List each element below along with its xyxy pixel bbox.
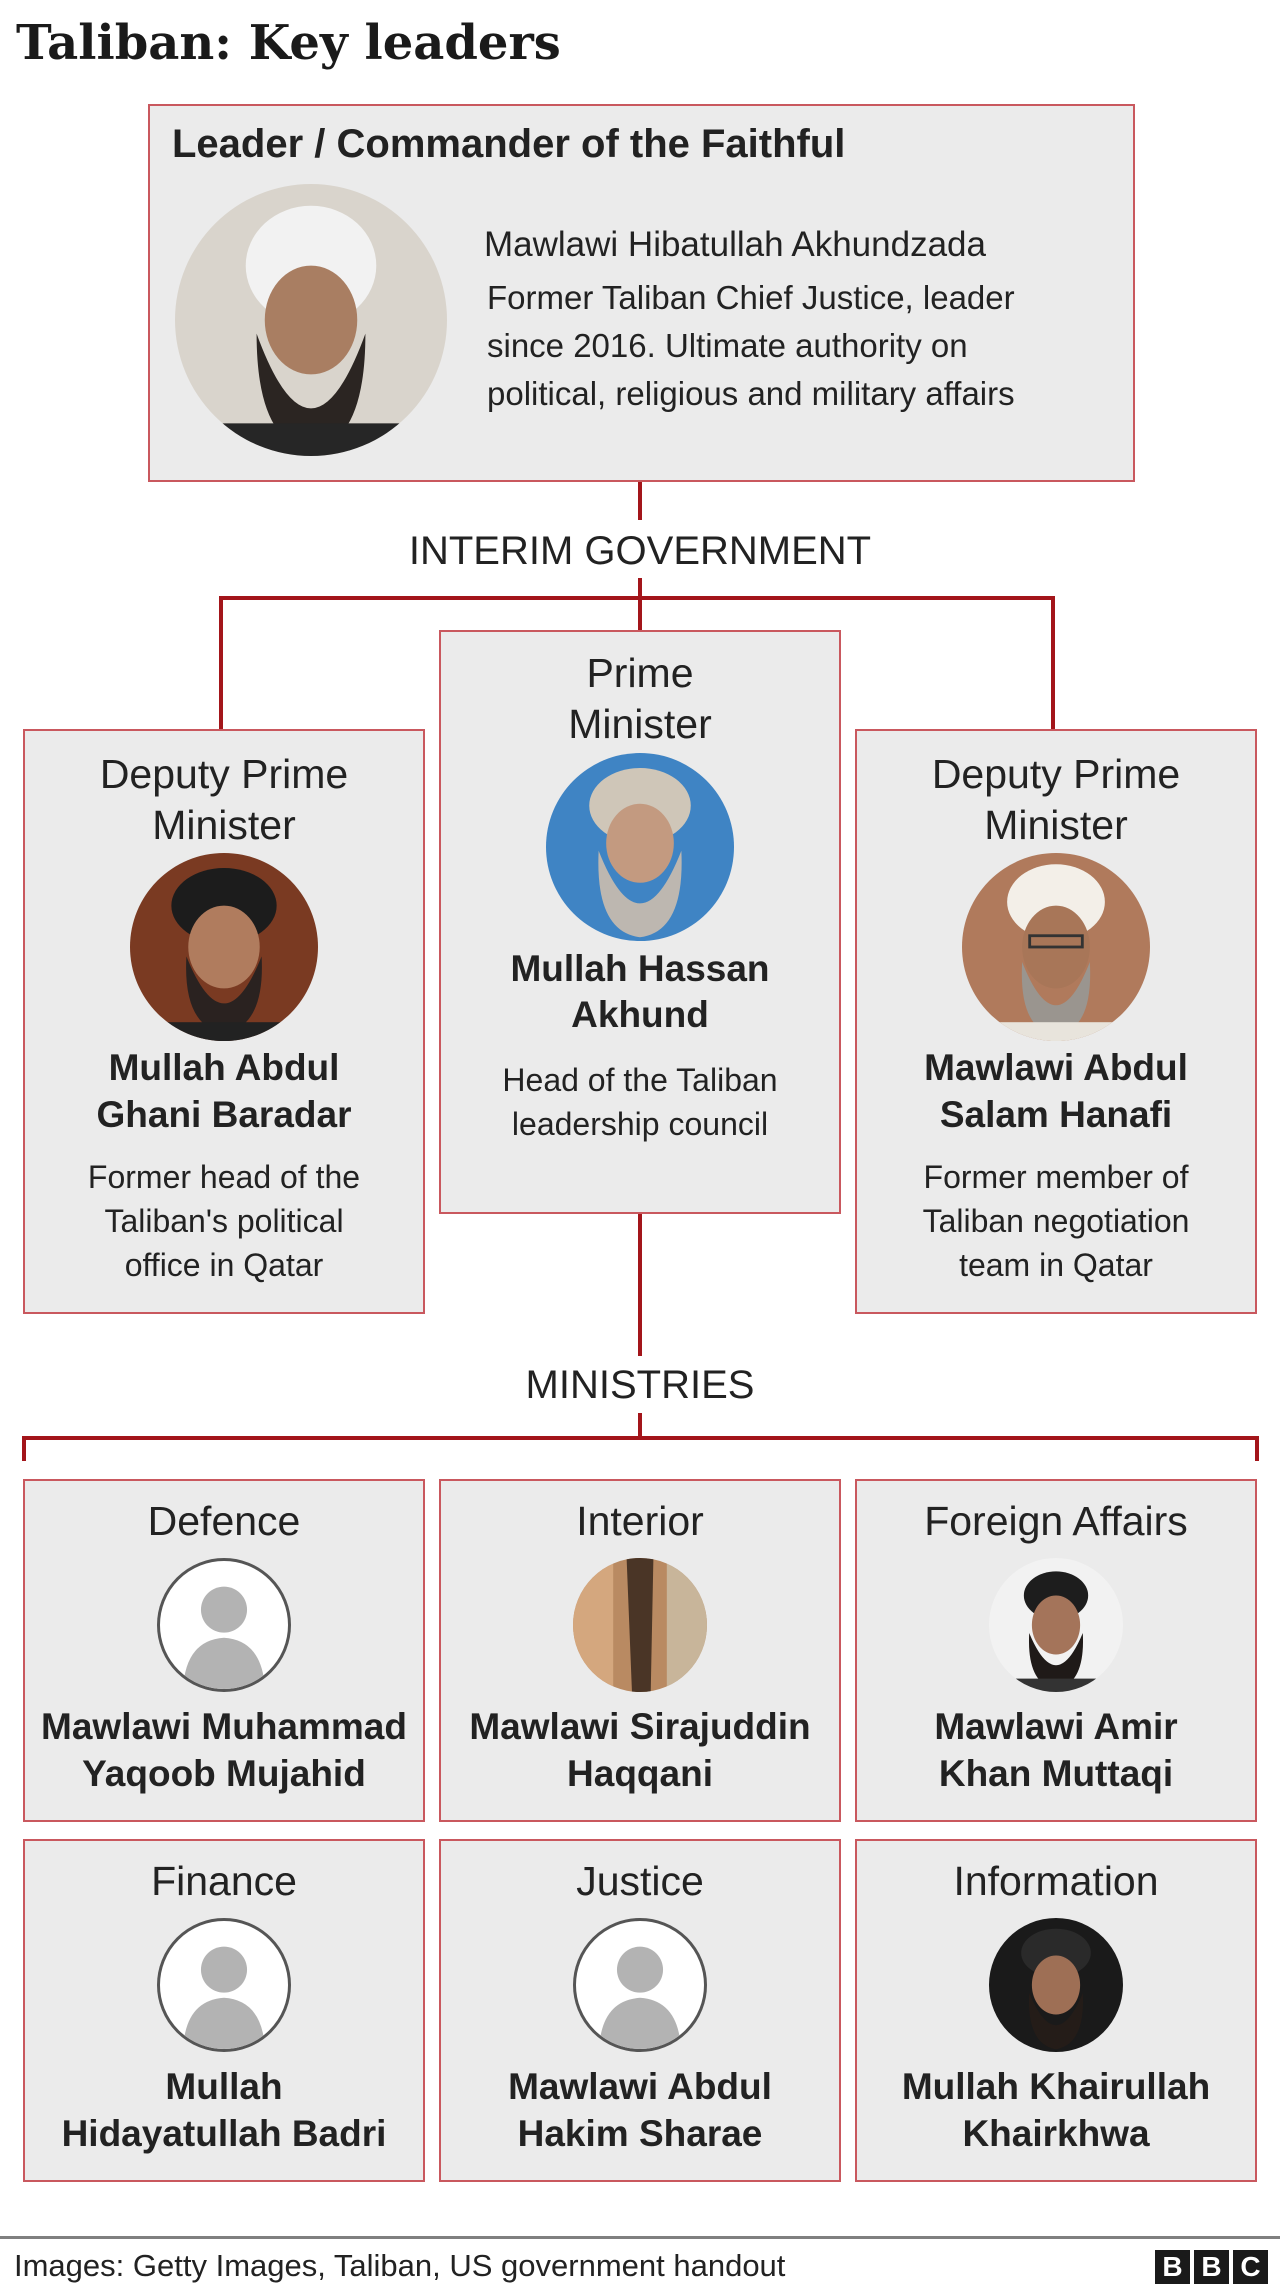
- prime-minister-box: Prime Minister Mullah Hassan Akhund Head o…: [439, 630, 841, 1214]
- ministry-title: Defence: [147, 1498, 301, 1544]
- person-name: Mawlawi Abdul Salam Hanafi: [857, 1044, 1255, 1138]
- page-title: Taliban: Key leaders: [16, 15, 561, 71]
- connector-line: [638, 1214, 642, 1356]
- role-line: Deputy Prime: [99, 751, 349, 797]
- name-line: Hakim Sharae: [517, 2113, 763, 2154]
- name-line: Mawlawi Muhammad: [41, 1706, 407, 1747]
- role-title: Deputy Prime Minister: [857, 749, 1255, 851]
- bbc-logo-letter: C: [1233, 2250, 1268, 2284]
- role-line: Prime: [586, 650, 694, 696]
- ministry-title: Interior: [576, 1498, 704, 1544]
- name-line: Mullah Hassan: [510, 948, 770, 989]
- ministry-title: Foreign Affairs: [924, 1498, 1188, 1544]
- name-line: Mawlawi Sirajuddin: [469, 1706, 811, 1747]
- person-name: Mawlawi Abdul Hakim Sharae: [441, 2063, 839, 2157]
- silhouette-placeholder-icon: [157, 1558, 291, 1692]
- desc-line: Former head of the: [87, 1159, 361, 1195]
- deputy-pm-baradar-box: Deputy Prime Minister Mullah Abdul Ghani B…: [23, 729, 425, 1314]
- ministry-title: Information: [953, 1858, 1159, 1904]
- role-title: Prime Minister: [441, 648, 839, 750]
- image-credit: Images: Getty Images, Taliban, US govern…: [14, 2248, 786, 2283]
- name-line: Mawlawi Amir: [934, 1706, 1178, 1747]
- name-line: Mullah Khairullah: [901, 2066, 1211, 2107]
- hassan-akhund-photo: [546, 753, 734, 941]
- hanafi-photo: [962, 853, 1150, 1041]
- name-line: Mullah Abdul: [108, 1047, 340, 1088]
- ministry-title: Justice: [576, 1858, 704, 1904]
- leader-name: Mawlawi Hibatullah Akhundzada: [484, 225, 986, 264]
- leader-desc-line: Former Taliban Chief Justice, leader: [487, 279, 1015, 316]
- leader-desc-line: since 2016. Ultimate authority on: [487, 327, 968, 364]
- person-name: Mawlawi Amir Khan Muttaqi: [857, 1703, 1255, 1797]
- desc-line: Former member of: [923, 1159, 1189, 1195]
- bbc-logo-letter: B: [1194, 2250, 1229, 2284]
- leader-heading: Leader / Commander of the Faithful: [172, 122, 846, 166]
- name-line: Mawlawi Abdul: [924, 1047, 1188, 1088]
- bbc-logo: B B C: [1155, 2250, 1268, 2284]
- person-description: Head of the Taliban leadership council: [441, 1058, 839, 1146]
- ministries-label: MINISTRIES: [525, 1363, 755, 1407]
- khairkhwa-photo: [989, 1918, 1123, 2052]
- baradar-photo: [130, 853, 318, 1041]
- person-description: Former member of Taliban negotiation team …: [857, 1155, 1255, 1287]
- desc-line: office in Qatar: [124, 1247, 324, 1283]
- leader-box: Leader / Commander of the Faithful Mawla…: [148, 104, 1135, 482]
- name-line: Ghani Baradar: [96, 1094, 352, 1135]
- name-line: Salam Hanafi: [939, 1094, 1173, 1135]
- connector-line: [1051, 596, 1055, 729]
- ministry-justice-box: Justice Mawlawi Abdul Hakim Sharae: [439, 1839, 841, 2182]
- name-line: Akhund: [571, 994, 709, 1035]
- person-description: Former head of the Taliban's political off…: [25, 1155, 423, 1287]
- leader-desc-line: political, religious and military affair…: [487, 375, 1015, 412]
- connector-line: [219, 596, 223, 729]
- role-title: Deputy Prime Minister: [25, 749, 423, 851]
- person-name: Mawlawi Sirajuddin Haqqani: [441, 1703, 839, 1797]
- person-name: Mullah Khairullah Khairkhwa: [857, 2063, 1255, 2157]
- ministry-information-box: Information Mullah Khairullah Khairkhwa: [855, 1839, 1257, 2182]
- role-line: Minister: [984, 802, 1128, 848]
- connector-line: [1255, 1436, 1259, 1461]
- connector-line: [22, 1436, 1259, 1440]
- footer-divider: [0, 2236, 1280, 2239]
- connector-line: [638, 578, 642, 630]
- desc-line: team in Qatar: [959, 1247, 1153, 1283]
- bbc-logo-letter: B: [1155, 2250, 1190, 2284]
- role-line: Deputy Prime: [931, 751, 1181, 797]
- deputy-pm-hanafi-box: Deputy Prime Minister Mawlawi Abdul Salam …: [855, 729, 1257, 1314]
- name-line: Khairkhwa: [962, 2113, 1150, 2154]
- leader-photo: [175, 184, 447, 456]
- name-line: Yaqoob Mujahid: [82, 1753, 366, 1794]
- connector-line: [22, 1436, 26, 1461]
- silhouette-placeholder-icon: [573, 1918, 707, 2052]
- ministry-foreign-affairs-box: Foreign Affairs Mawlawi Amir Khan Muttaqi: [855, 1479, 1257, 1822]
- name-line: Khan Muttaqi: [938, 1753, 1174, 1794]
- name-line: Hidayatullah Badri: [61, 2113, 387, 2154]
- leader-description: Former Taliban Chief Justice, leader sin…: [487, 274, 1015, 418]
- person-name: Mullah Hidayatullah Badri: [25, 2063, 423, 2157]
- connector-line: [638, 482, 642, 520]
- desc-line: Taliban negotiation: [922, 1203, 1190, 1239]
- interim-government-label: INTERIM GOVERNMENT: [408, 529, 872, 573]
- ministry-interior-box: Interior Mawlawi Sirajuddin Haqqani: [439, 1479, 841, 1822]
- connector-line: [219, 596, 1055, 600]
- person-name: Mullah Abdul Ghani Baradar: [25, 1044, 423, 1138]
- muttaqi-photo: [989, 1558, 1123, 1692]
- desc-line: Taliban's political: [104, 1203, 344, 1239]
- desc-line: Head of the Taliban: [502, 1062, 778, 1098]
- name-line: Haqqani: [567, 1753, 713, 1794]
- ministry-title: Finance: [151, 1858, 297, 1904]
- ministry-defence-box: Defence Mawlawi Muhammad Yaqoob Mujahid: [23, 1479, 425, 1822]
- person-name: Mawlawi Muhammad Yaqoob Mujahid: [25, 1703, 423, 1797]
- ministry-finance-box: Finance Mullah Hidayatullah Badri: [23, 1839, 425, 2182]
- role-line: Minister: [152, 802, 296, 848]
- silhouette-placeholder-icon: [157, 1918, 291, 2052]
- name-line: Mawlawi Abdul: [508, 2066, 772, 2107]
- name-line: Mullah: [165, 2066, 283, 2107]
- haqqani-photo: [573, 1558, 707, 1692]
- desc-line: leadership council: [511, 1106, 769, 1142]
- connector-line: [638, 1413, 642, 1438]
- person-name: Mullah Hassan Akhund: [441, 946, 839, 1038]
- role-line: Minister: [568, 701, 712, 747]
